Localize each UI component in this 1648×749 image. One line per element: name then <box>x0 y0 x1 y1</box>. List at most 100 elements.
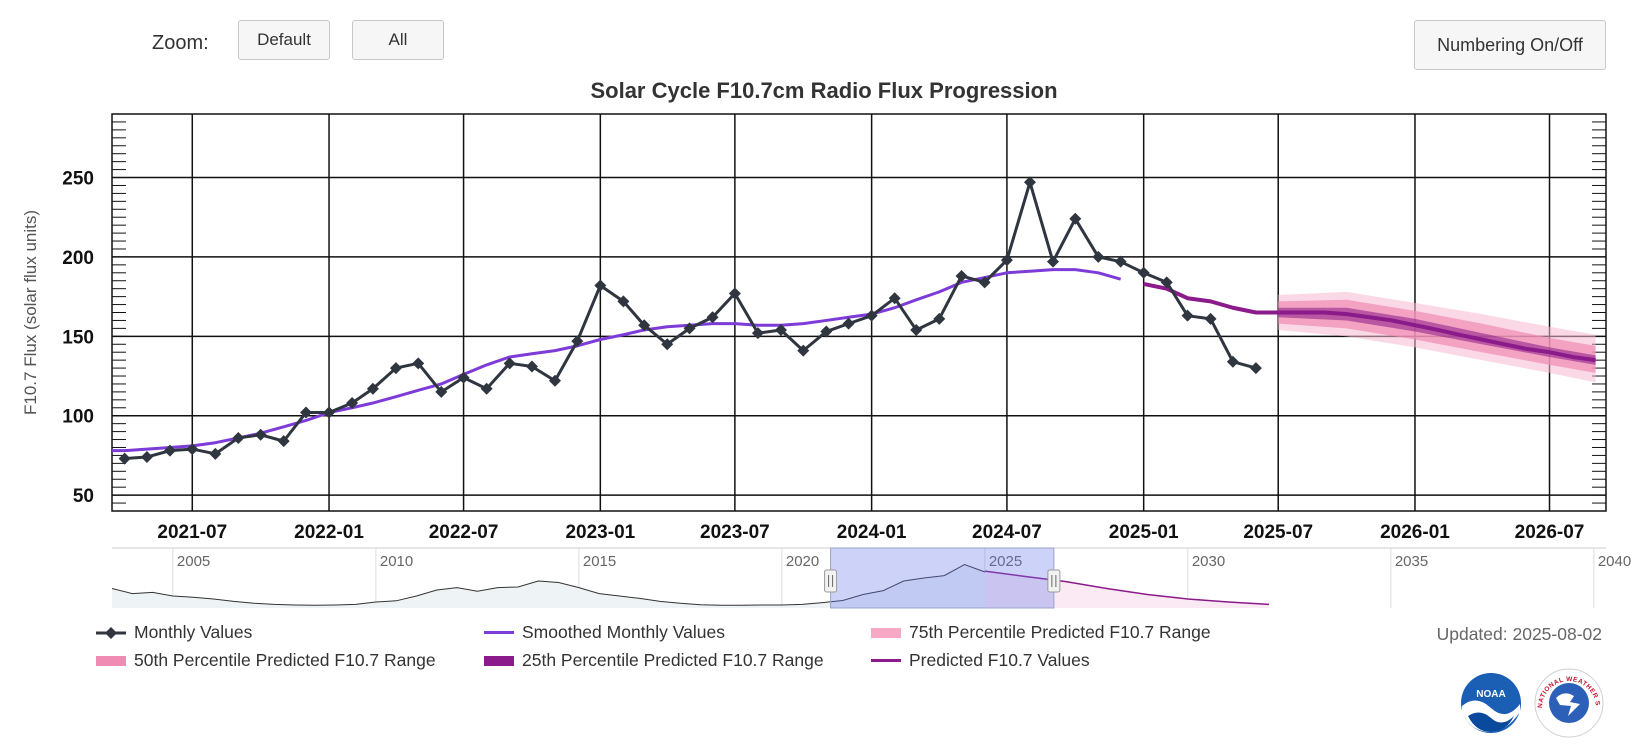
numbering-toggle-button[interactable]: Numbering On/Off <box>1414 20 1606 70</box>
navigator-handle-grip <box>824 569 838 593</box>
monthly-point <box>910 323 923 336</box>
monthly-point <box>163 444 176 457</box>
navigator-history-area <box>112 564 1002 608</box>
monthly-point <box>323 406 336 419</box>
navigator-tick-label: 2030 <box>1192 553 1225 570</box>
monthly-point <box>1181 309 1194 322</box>
monthly-point <box>118 452 131 465</box>
monthly-point <box>277 435 290 448</box>
monthly-point <box>842 317 855 330</box>
navigator-history-line <box>111 563 1002 606</box>
zoom-label: Zoom: <box>152 32 209 54</box>
monthly-point <box>751 327 764 340</box>
monthly-point <box>366 382 379 395</box>
monthly-point <box>209 447 222 460</box>
x-tick-label: 2021-07 <box>157 522 227 543</box>
navigator-tick-label: 2015 <box>583 553 616 570</box>
legend-item-monthly[interactable]: Monthly Values <box>96 622 252 643</box>
monthly-point <box>955 269 968 282</box>
zoom-all-button[interactable]: All <box>352 20 444 60</box>
legend-item-p25[interactable]: 25th Percentile Predicted F10.7 Range <box>484 650 824 671</box>
x-tick-label: 2022-01 <box>294 522 364 543</box>
legend-item-p75[interactable]: 75th Percentile Predicted F10.7 Range <box>871 622 1211 643</box>
legend-item-predicted[interactable]: Predicted F10.7 Values <box>871 650 1090 671</box>
noaa-logo-text: NOAA <box>1476 689 1505 700</box>
navigator-tick-label: 2010 <box>380 553 413 570</box>
x-tick-label: 2024-07 <box>972 522 1042 543</box>
monthly-point <box>594 279 607 292</box>
monthly-point <box>933 312 946 325</box>
monthly-point <box>1046 255 1059 268</box>
monthly-point <box>186 443 199 456</box>
navigator-right-handle[interactable] <box>1047 569 1061 593</box>
monthly-point <box>706 311 719 324</box>
monthly-point <box>1092 250 1105 263</box>
monthly-point <box>503 357 516 370</box>
navigator-handle-grip <box>1047 569 1061 593</box>
zoom-default-button[interactable]: Default <box>238 20 330 60</box>
monthly-point <box>457 371 470 384</box>
legend-monthly-swatch <box>96 626 126 639</box>
legend-p50-label: 50th Percentile Predicted F10.7 Range <box>134 650 436 670</box>
monthly-point <box>412 357 425 370</box>
x-tick-label: 2025-07 <box>1243 522 1313 543</box>
monthly-point <box>1069 212 1082 225</box>
legend-item-smoothed[interactable]: Smoothed Monthly Values <box>484 622 725 643</box>
monthly-point <box>232 431 245 444</box>
navigator-selection-window[interactable] <box>830 547 1055 609</box>
nws-logo[interactable]: NATIONAL WEATHER SERVICE <box>1534 668 1604 738</box>
monthly-point <box>1226 355 1239 368</box>
y-axis-label: F10.7 Flux (solar flux units) <box>21 210 40 415</box>
monthly-point <box>820 325 833 338</box>
monthly-point <box>617 295 630 308</box>
legend-p75-swatch <box>871 627 901 638</box>
x-tick-label: 2023-07 <box>700 522 770 543</box>
navigator-tick-label: 2005 <box>177 553 210 570</box>
navigator-tick-label: 2040 <box>1598 553 1631 570</box>
legend-predicted-label: Predicted F10.7 Values <box>909 650 1090 670</box>
legend-monthly-label: Monthly Values <box>134 622 253 642</box>
navigator-prediction-line <box>984 570 1270 606</box>
monthly-point <box>525 360 538 373</box>
monthly-point <box>548 374 561 387</box>
monthly-point <box>435 385 448 398</box>
y-tick-label: 50 <box>73 486 94 507</box>
monthly-point <box>480 382 493 395</box>
predicted-line <box>1143 281 1596 363</box>
y-tick-label: 100 <box>62 407 94 428</box>
monthly-point <box>299 406 312 419</box>
legend-item-p50[interactable]: 50th Percentile Predicted F10.7 Range <box>96 650 436 671</box>
monthly-point <box>865 309 878 322</box>
legend-smoothed-swatch <box>484 631 514 634</box>
monthly-point <box>1137 266 1150 279</box>
monthly-point <box>683 322 696 335</box>
plot-content <box>112 176 1596 465</box>
monthly-point <box>1249 362 1262 375</box>
monthly-point <box>140 451 153 464</box>
monthly-point <box>1204 312 1217 325</box>
navigator-tick-label: 2025 <box>989 553 1022 570</box>
navigator-left-handle[interactable] <box>824 569 838 593</box>
x-tick-label: 2026-07 <box>1515 522 1585 543</box>
x-tick-label: 2026-01 <box>1380 522 1450 543</box>
navigator-tick-label: 2035 <box>1395 553 1428 570</box>
legend-p50-swatch <box>96 655 126 666</box>
monthly-point <box>728 287 741 300</box>
monthly-point <box>1023 176 1036 189</box>
legend: Monthly Values Smoothed Monthly Values 7… <box>96 622 1216 682</box>
monthly-point <box>774 323 787 336</box>
monthly-point <box>1114 255 1127 268</box>
legend-p75-label: 75th Percentile Predicted F10.7 Range <box>909 622 1211 642</box>
noaa-logo[interactable]: NOAA <box>1460 672 1522 734</box>
x-tick-label: 2022-07 <box>429 522 499 543</box>
monthly-point <box>797 344 810 357</box>
chart-title: Solar Cycle F10.7cm Radio Flux Progressi… <box>590 78 1058 103</box>
x-tick-label: 2023-01 <box>565 522 635 543</box>
monthly-point <box>1160 276 1173 289</box>
legend-smoothed-label: Smoothed Monthly Values <box>522 622 725 642</box>
monthly-point <box>888 292 901 305</box>
y-tick-label: 250 <box>62 169 94 190</box>
monthly-point <box>1000 254 1013 267</box>
y-tick-label: 200 <box>62 248 94 269</box>
chart: 50 100 150 200 250 2021-07 2022-01 2022-07 2023-… <box>21 113 1631 609</box>
